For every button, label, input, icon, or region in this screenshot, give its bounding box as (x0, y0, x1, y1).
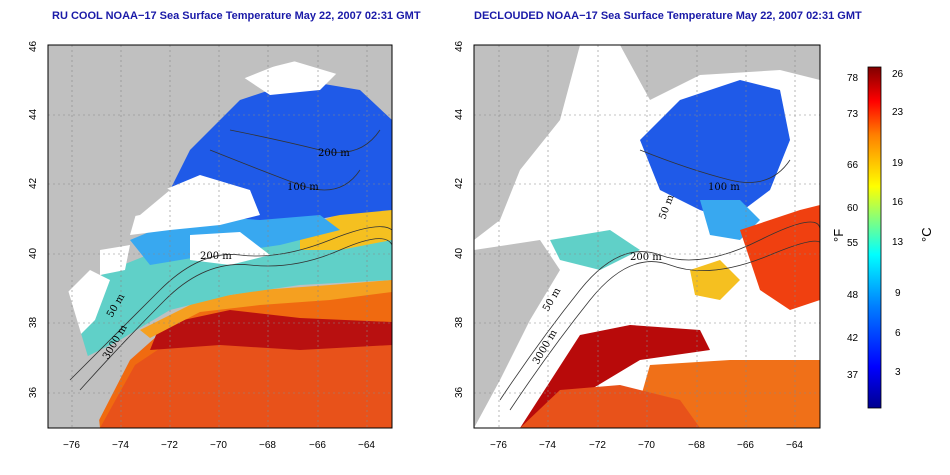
right-map (474, 45, 820, 428)
c-tick-label: 16 (892, 197, 904, 208)
celsius-ticks: 26 23 19 16 13 9 6 3 (892, 69, 904, 378)
y-tick-label: 40 (28, 247, 39, 259)
x-tick-label: −72 (589, 440, 606, 451)
fahrenheit-ticks: 78 73 66 60 55 48 42 37 (847, 73, 859, 381)
f-tick-label: 37 (847, 370, 859, 381)
y-tick-label: 42 (28, 177, 39, 189)
coastline-land (48, 180, 170, 240)
coastline-land (48, 280, 100, 428)
isobath-line (79, 238, 392, 391)
x-tick-label: −66 (737, 440, 754, 451)
gulf-stream-edge (140, 280, 392, 338)
warm-eddy (300, 200, 392, 250)
y-tick-label: 38 (28, 316, 39, 328)
x-tick-label: −72 (161, 440, 178, 451)
f-tick-label: 73 (847, 109, 859, 120)
right-frame (473, 44, 821, 429)
c-tick-label: 3 (895, 367, 901, 378)
celsius-label: °C (919, 227, 934, 242)
contour-label: 200 m (318, 148, 350, 159)
y-tick-label: 42 (454, 177, 465, 189)
left-frame (47, 44, 393, 429)
contour-label: 100 m (287, 182, 319, 193)
c-tick-label: 26 (892, 69, 904, 80)
land (620, 45, 820, 100)
y-tick-label: 44 (454, 108, 465, 120)
land (474, 45, 580, 240)
cloud-patch (190, 232, 270, 265)
x-tick-label: −68 (259, 440, 276, 451)
x-tick-label: −68 (688, 440, 705, 451)
left-x-ticks: −76 −74 −72 −70 −68 −66 −64 (63, 440, 375, 451)
isobath-line (69, 226, 392, 381)
cold-shelf-water (640, 80, 790, 220)
slope-water-patch (550, 230, 640, 270)
y-tick-label: 46 (454, 40, 465, 52)
cloud-patch (130, 175, 260, 235)
c-tick-label: 9 (895, 288, 901, 299)
f-tick-label: 78 (847, 73, 859, 84)
land (474, 240, 560, 428)
c-tick-label: 23 (892, 107, 904, 118)
isobath-line (639, 149, 791, 183)
c-tick-label: 19 (892, 158, 904, 169)
f-tick-label: 66 (847, 160, 859, 171)
x-tick-label: −74 (112, 440, 129, 451)
y-tick-label: 46 (28, 40, 39, 52)
isobath-line (229, 129, 381, 153)
isobath-line (509, 240, 820, 411)
fahrenheit-label: °F (831, 229, 846, 242)
left-y-ticks: 36 38 40 42 44 46 (28, 40, 39, 398)
contour-label: 200 m (200, 251, 232, 262)
y-tick-label: 36 (28, 386, 39, 398)
right-y-ticks: 36 38 40 42 44 46 (454, 40, 465, 398)
coastline-land (150, 45, 392, 150)
y-tick-label: 44 (28, 108, 39, 120)
x-tick-label: −70 (638, 440, 655, 451)
x-tick-label: −74 (539, 440, 556, 451)
left-panel-title: RU COOL NOAA−17 Sea Surface Temperature … (52, 10, 421, 22)
y-tick-label: 40 (454, 247, 465, 259)
x-tick-label: −66 (309, 440, 326, 451)
x-tick-label: −76 (490, 440, 507, 451)
isobath-line (499, 221, 820, 401)
x-tick-label: −64 (358, 440, 375, 451)
right-grid (474, 45, 820, 428)
y-tick-label: 38 (454, 316, 465, 328)
hot-ocean (100, 330, 392, 428)
left-map (48, 45, 392, 428)
hot-ocean (520, 385, 700, 428)
contour-label: 100 m (708, 182, 740, 193)
x-tick-label: −64 (786, 440, 803, 451)
left-grid (48, 45, 392, 428)
colorbar (867, 66, 882, 409)
contour-label: 200 m (630, 252, 662, 263)
warm-eddy (740, 205, 820, 310)
cloud-patch (100, 245, 130, 275)
c-tick-label: 6 (895, 328, 901, 339)
c-tick-label: 13 (892, 237, 904, 248)
right-panel-title: DECLOUDED NOAA−17 Sea Surface Temperatur… (474, 10, 862, 22)
f-tick-label: 55 (847, 238, 859, 249)
x-tick-label: −70 (210, 440, 227, 451)
x-tick-label: −76 (63, 440, 80, 451)
hottest-band (150, 310, 392, 350)
right-x-ticks: −76 −74 −72 −70 −68 −66 −64 (490, 440, 803, 451)
warm-patch (690, 260, 740, 300)
f-tick-label: 42 (847, 333, 859, 344)
isobath-line (209, 149, 361, 191)
f-tick-label: 60 (847, 203, 859, 214)
f-tick-label: 48 (847, 290, 859, 301)
y-tick-label: 36 (454, 386, 465, 398)
